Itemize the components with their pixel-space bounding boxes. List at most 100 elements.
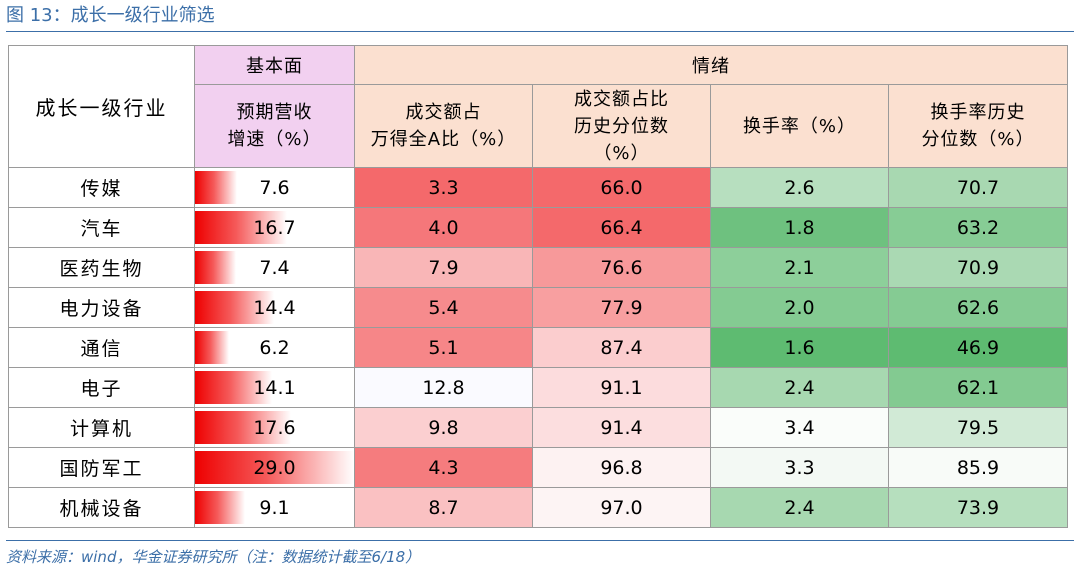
turnover-rate-percentile-header-line: 换手率历史	[930, 102, 1026, 123]
turnover-rate-cell: 2.0	[710, 287, 889, 328]
table-row: 国防军工 29.0 4.3 96.8 3.3 85.9	[8, 447, 1068, 488]
turnover-share-header-line: 万得全A比（%）	[370, 129, 517, 150]
turnover-share-percentile-cell: 77.9	[532, 287, 711, 328]
growth-cell: 7.4	[194, 247, 355, 288]
turnover-share-percentile-header-line: 成交额占比	[574, 88, 669, 110]
turnover-rate-cell: 2.6	[710, 167, 889, 208]
industry-cell: 传媒	[8, 167, 195, 208]
turnover-rate-cell: 1.6	[710, 327, 889, 368]
growth-cell: 16.7	[194, 207, 355, 248]
industry-cell: 通信	[8, 327, 195, 368]
turnover-share-percentile-header: 成交额占比 历史分位数 （%）	[532, 84, 711, 168]
source-note: 资料来源：wind，华金证券研究所（注：数据统计截至6/18）	[6, 548, 421, 566]
turnover-share-percentile-cell: 76.6	[532, 247, 711, 288]
industry-cell: 电子	[8, 367, 195, 408]
turnover-rate-percentile-cell: 62.6	[888, 287, 1068, 328]
turnover-share-cell: 12.8	[354, 367, 533, 408]
growth-value: 14.1	[253, 376, 296, 399]
turnover-rate-header: 换手率（%）	[710, 84, 889, 168]
turnover-share-cell: 9.8	[354, 407, 533, 448]
growth-value: 16.7	[253, 216, 296, 239]
growth-header-line: 预期营收	[236, 102, 313, 123]
growth-header-line: 增速（%）	[227, 129, 322, 150]
growth-data-bar	[195, 451, 354, 484]
source-rule	[6, 540, 1074, 541]
growth-data-bar	[195, 171, 237, 204]
growth-cell: 14.1	[194, 367, 355, 408]
growth-cell: 7.6	[194, 167, 355, 208]
fundamental-group-header: 基本面	[194, 45, 355, 85]
turnover-share-header: 成交额占 万得全A比（%）	[354, 84, 533, 168]
turnover-share-cell: 3.3	[354, 167, 533, 208]
turnover-share-cell: 7.9	[354, 247, 533, 288]
turnover-share-percentile-cell: 91.4	[532, 407, 711, 448]
industry-cell: 国防军工	[8, 447, 195, 488]
turnover-rate-cell: 3.4	[710, 407, 889, 448]
growth-value: 29.0	[253, 456, 296, 479]
table-row: 计算机 17.6 9.8 91.4 3.4 79.5	[8, 407, 1068, 448]
table-row: 汽车 16.7 4.0 66.4 1.8 63.2	[8, 207, 1068, 248]
turnover-rate-percentile-header-line: 分位数（%）	[921, 129, 1035, 150]
turnover-share-percentile-cell: 91.1	[532, 367, 711, 408]
growth-cell: 6.2	[194, 327, 355, 368]
growth-data-bar	[195, 491, 245, 524]
table-body: 传媒 7.6 3.3 66.0 2.6 70.7 汽车 16.7 4.0 66.4 1.8 63.2 医…	[8, 167, 1068, 528]
turnover-rate-percentile-cell: 70.9	[888, 247, 1068, 288]
turnover-share-percentile-cell: 87.4	[532, 327, 711, 368]
turnover-share-percentile-cell: 66.0	[532, 167, 711, 208]
sentiment-group-header: 情绪	[354, 45, 1068, 85]
growth-data-bar	[195, 291, 274, 324]
turnover-rate-percentile-cell: 63.2	[888, 207, 1068, 248]
industry-cell: 电力设备	[8, 287, 195, 328]
turnover-share-cell: 5.1	[354, 327, 533, 368]
title-rule	[6, 31, 1074, 32]
growth-value: 7.4	[259, 256, 290, 279]
table-row: 机械设备 9.1 8.7 97.0 2.4 73.9	[8, 487, 1068, 528]
table-row: 医药生物 7.4 7.9 76.6 2.1 70.9	[8, 247, 1068, 288]
growth-value: 14.4	[253, 296, 296, 319]
turnover-share-cell: 5.4	[354, 287, 533, 328]
turnover-rate-percentile-cell: 79.5	[888, 407, 1068, 448]
turnover-rate-cell: 2.1	[710, 247, 889, 288]
growth-cell: 17.6	[194, 407, 355, 448]
growth-data-bar	[195, 251, 236, 284]
turnover-share-cell: 8.7	[354, 487, 533, 528]
turnover-share-percentile-cell: 96.8	[532, 447, 711, 488]
table-row: 电子 14.1 12.8 91.1 2.4 62.1	[8, 367, 1068, 408]
growth-data-bar	[195, 371, 273, 404]
turnover-rate-cell: 2.4	[710, 367, 889, 408]
turnover-share-percentile-cell: 97.0	[532, 487, 711, 528]
growth-value: 6.2	[259, 336, 290, 359]
figure-title: 图 13：成长一级行业筛选	[6, 5, 215, 26]
turnover-rate-cell: 3.3	[710, 447, 889, 488]
turnover-share-percentile-header-line: （%）	[593, 142, 650, 164]
turnover-rate-percentile-cell: 62.1	[888, 367, 1068, 408]
growth-cell: 14.4	[194, 287, 355, 328]
industry-cell: 汽车	[8, 207, 195, 248]
turnover-rate-percentile-header: 换手率历史 分位数（%）	[888, 84, 1068, 168]
turnover-rate-percentile-cell: 73.9	[888, 487, 1068, 528]
growth-cell: 29.0	[194, 447, 355, 488]
growth-industry-screen-table: 成长一级行业 基本面 情绪 预期营收 增速（%） 成交额占 万得全A比（%） 成…	[8, 45, 1068, 528]
turnover-rate-percentile-cell: 70.7	[888, 167, 1068, 208]
turnover-rate-percentile-cell: 85.9	[888, 447, 1068, 488]
turnover-rate-header-line: 换手率（%）	[742, 115, 857, 137]
turnover-share-cell: 4.3	[354, 447, 533, 488]
turnover-share-header-line: 成交额占	[405, 102, 482, 123]
growth-header: 预期营收 增速（%）	[194, 84, 355, 168]
turnover-share-cell: 4.0	[354, 207, 533, 248]
turnover-share-percentile-cell: 66.4	[532, 207, 711, 248]
table-row: 电力设备 14.4 5.4 77.9 2.0 62.6	[8, 287, 1068, 328]
turnover-share-percentile-header-line: 历史分位数	[574, 115, 669, 137]
growth-data-bar	[195, 211, 287, 244]
industry-header: 成长一级行业	[8, 45, 195, 168]
turnover-rate-percentile-cell: 46.9	[888, 327, 1068, 368]
industry-cell: 计算机	[8, 407, 195, 448]
growth-value: 7.6	[259, 176, 290, 199]
growth-cell: 9.1	[194, 487, 355, 528]
growth-data-bar	[195, 331, 229, 364]
growth-data-bar	[195, 411, 292, 444]
growth-value: 17.6	[253, 416, 296, 439]
growth-value: 9.1	[259, 496, 290, 519]
industry-cell: 机械设备	[8, 487, 195, 528]
